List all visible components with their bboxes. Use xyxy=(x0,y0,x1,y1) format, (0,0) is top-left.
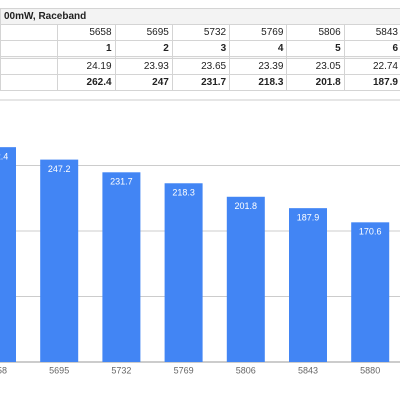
x-tick-label: 5695 xyxy=(49,365,69,375)
x-tick-label: 5880 xyxy=(360,365,380,375)
x-tick-label: 5843 xyxy=(298,365,318,375)
x-tick-label: 5732 xyxy=(111,365,131,375)
data-table: 00mW, Raceband 5658 5695 5732 5769 5806 5843 1… xyxy=(0,8,400,91)
bar xyxy=(226,196,265,362)
bar xyxy=(164,183,203,362)
cell: 23.65 xyxy=(171,58,231,75)
bar xyxy=(0,147,16,362)
x-tick-label: 5658 xyxy=(0,365,7,375)
data-label: 247.2 xyxy=(48,164,71,174)
data-label: 231.7 xyxy=(110,177,133,187)
data-label: 218.3 xyxy=(172,188,195,198)
data-label: 201.8 xyxy=(235,201,258,211)
data-label: 170.6 xyxy=(359,227,382,237)
cell: 231.7 xyxy=(171,74,231,91)
data-label: 262.4 xyxy=(0,152,8,162)
bar xyxy=(102,172,141,362)
data-label: 187.9 xyxy=(297,213,320,223)
bar xyxy=(289,208,327,362)
bar xyxy=(40,159,79,362)
bar xyxy=(351,222,390,362)
x-tick-label: 5806 xyxy=(236,365,256,375)
cell: 218.3 xyxy=(229,74,288,91)
table-row: 262.4 247 231.7 218.3 201.8 187.9 xyxy=(0,74,400,91)
x-tick-label: 5769 xyxy=(174,365,194,375)
cell: 187.9 xyxy=(343,74,400,91)
cell: 247 xyxy=(114,74,173,91)
table-row: 5658 5695 5732 5769 5806 5843 xyxy=(0,24,400,41)
table-row: 24.19 23.93 23.65 23.39 23.05 22.74 xyxy=(0,58,400,75)
